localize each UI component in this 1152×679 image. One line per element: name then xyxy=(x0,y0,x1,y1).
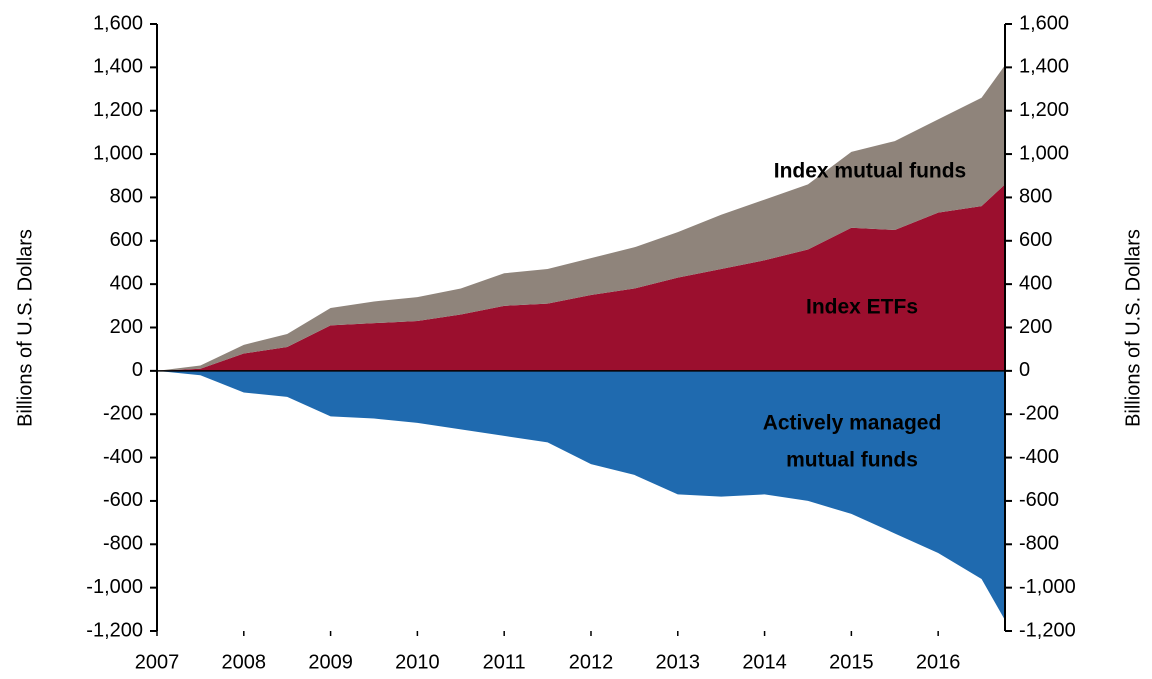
y-tick-label: 1,600 xyxy=(93,12,143,34)
y2-tick-label: 400 xyxy=(1019,272,1052,294)
annotation: mutual funds xyxy=(786,449,918,472)
y2-tick-label: -1,200 xyxy=(1019,619,1076,641)
y-tick-label: -1,200 xyxy=(86,619,143,641)
y2-tick-label: -400 xyxy=(1019,446,1059,468)
y2-tick-label: 1,200 xyxy=(1019,99,1069,121)
x-tick-label: 2007 xyxy=(135,651,180,673)
x-tick-label: 2014 xyxy=(742,651,787,673)
y-tick-label: 1,400 xyxy=(93,56,143,78)
y-tick-label: -1,000 xyxy=(86,576,143,598)
y-tick-label: 1,200 xyxy=(93,99,143,121)
annotation: Actively managed xyxy=(763,412,942,435)
y2-tick-label: 200 xyxy=(1019,316,1052,338)
y-tick-label: 1,000 xyxy=(93,142,143,164)
y-tick-label: -400 xyxy=(103,446,143,468)
x-tick-label: 2016 xyxy=(916,651,961,673)
y2-tick-label: 1,000 xyxy=(1019,142,1069,164)
y2-tick-label: 1,600 xyxy=(1019,12,1069,34)
y2-tick-label: 1,400 xyxy=(1019,56,1069,78)
y-tick-label: 800 xyxy=(110,186,143,208)
y-tick-label: 600 xyxy=(110,229,143,251)
x-tick-label: 2010 xyxy=(395,651,440,673)
x-tick-label: 2015 xyxy=(829,651,874,673)
y2-axis-label: Billions of U.S. Dollars xyxy=(1122,229,1144,427)
y-tick-label: 400 xyxy=(110,272,143,294)
y-axis-label: Billions of U.S. Dollars xyxy=(14,229,36,427)
y2-tick-label: 800 xyxy=(1019,186,1052,208)
y2-tick-label: -600 xyxy=(1019,489,1059,511)
area xyxy=(157,65,1005,371)
area xyxy=(157,370,1005,621)
area xyxy=(157,184,1005,371)
annotation: Index mutual funds xyxy=(774,160,967,183)
y2-tick-label: 0 xyxy=(1019,359,1030,381)
y-tick-label: 200 xyxy=(110,316,143,338)
x-tick-label: 2009 xyxy=(308,651,353,673)
y2-tick-label: -200 xyxy=(1019,402,1059,424)
y2-tick-label: 600 xyxy=(1019,229,1052,251)
y-tick-label: -800 xyxy=(103,533,143,555)
annotation: Index ETFs xyxy=(806,296,918,319)
y2-tick-label: -800 xyxy=(1019,533,1059,555)
x-tick-label: 2013 xyxy=(656,651,701,673)
x-tick-label: 2012 xyxy=(569,651,614,673)
y-tick-label: 0 xyxy=(132,359,143,381)
x-tick-label: 2011 xyxy=(483,651,526,673)
y-tick-label: -600 xyxy=(103,489,143,511)
y-tick-label: -200 xyxy=(103,402,143,424)
y2-tick-label: -1,000 xyxy=(1019,576,1076,598)
x-tick-label: 2008 xyxy=(222,651,267,673)
